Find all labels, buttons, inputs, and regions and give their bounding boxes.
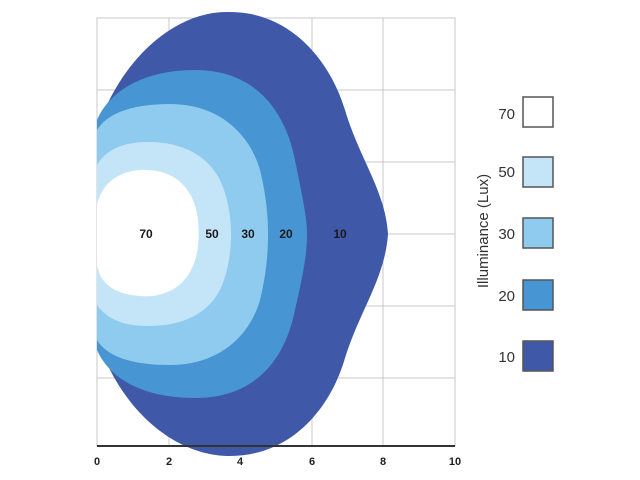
zone-label-50: 50 xyxy=(205,227,219,241)
zone-70 xyxy=(97,169,199,297)
zone-label-30: 30 xyxy=(241,227,255,241)
legend-label-20: 20 xyxy=(498,288,515,305)
legend-title: Illuminance (Lux) xyxy=(475,174,492,288)
zone-label-70: 70 xyxy=(139,227,153,241)
zone-label-10: 10 xyxy=(333,227,347,241)
legend-label-10: 10 xyxy=(498,349,515,366)
legend-swatch-50 xyxy=(522,156,554,188)
zone-label-20: 20 xyxy=(279,227,293,241)
x-tick-label: 2 xyxy=(166,456,172,468)
legend-swatch-70 xyxy=(522,96,554,128)
contour-zones xyxy=(97,11,388,456)
x-tick-label: 0 xyxy=(94,456,100,468)
legend-swatch-30 xyxy=(522,217,554,249)
legend-swatch-20 xyxy=(522,279,554,311)
x-tick-label: 8 xyxy=(380,456,386,468)
x-tick-label: 4 xyxy=(237,456,244,468)
zone-labels: 70 50 30 20 10 xyxy=(139,227,347,241)
legend: Illuminance (Lux) 70 50 30 20 10 xyxy=(475,96,554,372)
legend-label-50: 50 xyxy=(498,164,515,181)
legend-label-70: 70 xyxy=(498,106,515,123)
x-tick-label: 6 xyxy=(309,456,315,468)
x-axis-ticks: 0 2 4 6 8 10 xyxy=(94,456,461,468)
x-tick-label: 10 xyxy=(449,456,461,468)
legend-label-30: 30 xyxy=(498,226,515,243)
legend-swatch-10 xyxy=(522,340,554,372)
